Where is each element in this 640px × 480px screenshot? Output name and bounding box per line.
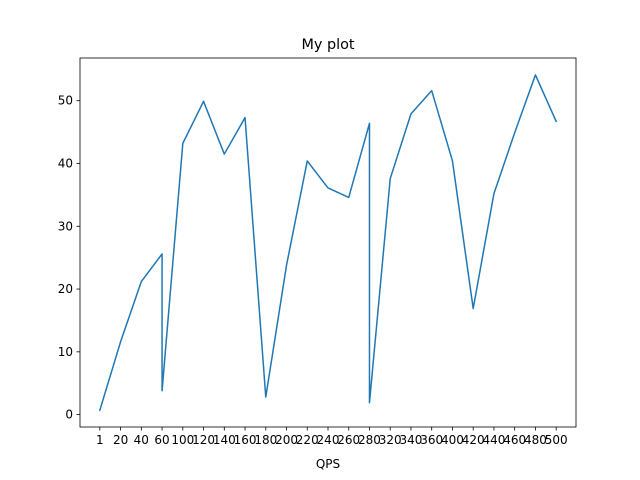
x-tick-label: 440 — [482, 433, 505, 447]
x-tick-label: 220 — [296, 433, 319, 447]
x-tick-label: 500 — [545, 433, 568, 447]
y-axis: 0 10 20 30 40 50 — [58, 94, 80, 422]
x-tick-label: 160 — [234, 433, 257, 447]
x-tick-label: 140 — [213, 433, 236, 447]
x-tick-label: 40 — [134, 433, 149, 447]
x-tick-label: 120 — [192, 433, 215, 447]
x-tick-label: 400 — [441, 433, 464, 447]
y-tick-label: 10 — [58, 345, 73, 359]
x-tick-label: 460 — [503, 433, 526, 447]
x-tick-label: 240 — [317, 433, 340, 447]
chart-title: My plot — [301, 37, 354, 53]
x-tick-label: 200 — [275, 433, 298, 447]
series-line — [98, 74, 558, 412]
y-tick-label: 30 — [58, 219, 73, 233]
x-tick-label: 340 — [400, 433, 423, 447]
x-tick-label: 60 — [154, 433, 169, 447]
x-tick-label: 100 — [171, 433, 194, 447]
y-tick-label: 40 — [58, 156, 73, 170]
x-tick-label: 360 — [420, 433, 443, 447]
x-tick-label: 280 — [358, 433, 381, 447]
x-tick-label: 20 — [113, 433, 128, 447]
x-tick-label: 180 — [254, 433, 277, 447]
x-axis-label: QPS — [316, 457, 340, 471]
x-tick-label: 320 — [379, 433, 402, 447]
y-tick-label: 50 — [58, 94, 73, 108]
x-tick-label: 260 — [337, 433, 360, 447]
y-tick-label: 20 — [58, 282, 73, 296]
plot-frame — [79, 57, 577, 428]
x-axis: 1 20 40 60 100120140160180200220240260280320… — [96, 427, 568, 447]
x-tick-label: 480 — [524, 433, 547, 447]
x-tick-label: 1 — [96, 433, 104, 447]
x-tick-label: 420 — [462, 433, 485, 447]
y-tick-label: 0 — [65, 408, 73, 422]
